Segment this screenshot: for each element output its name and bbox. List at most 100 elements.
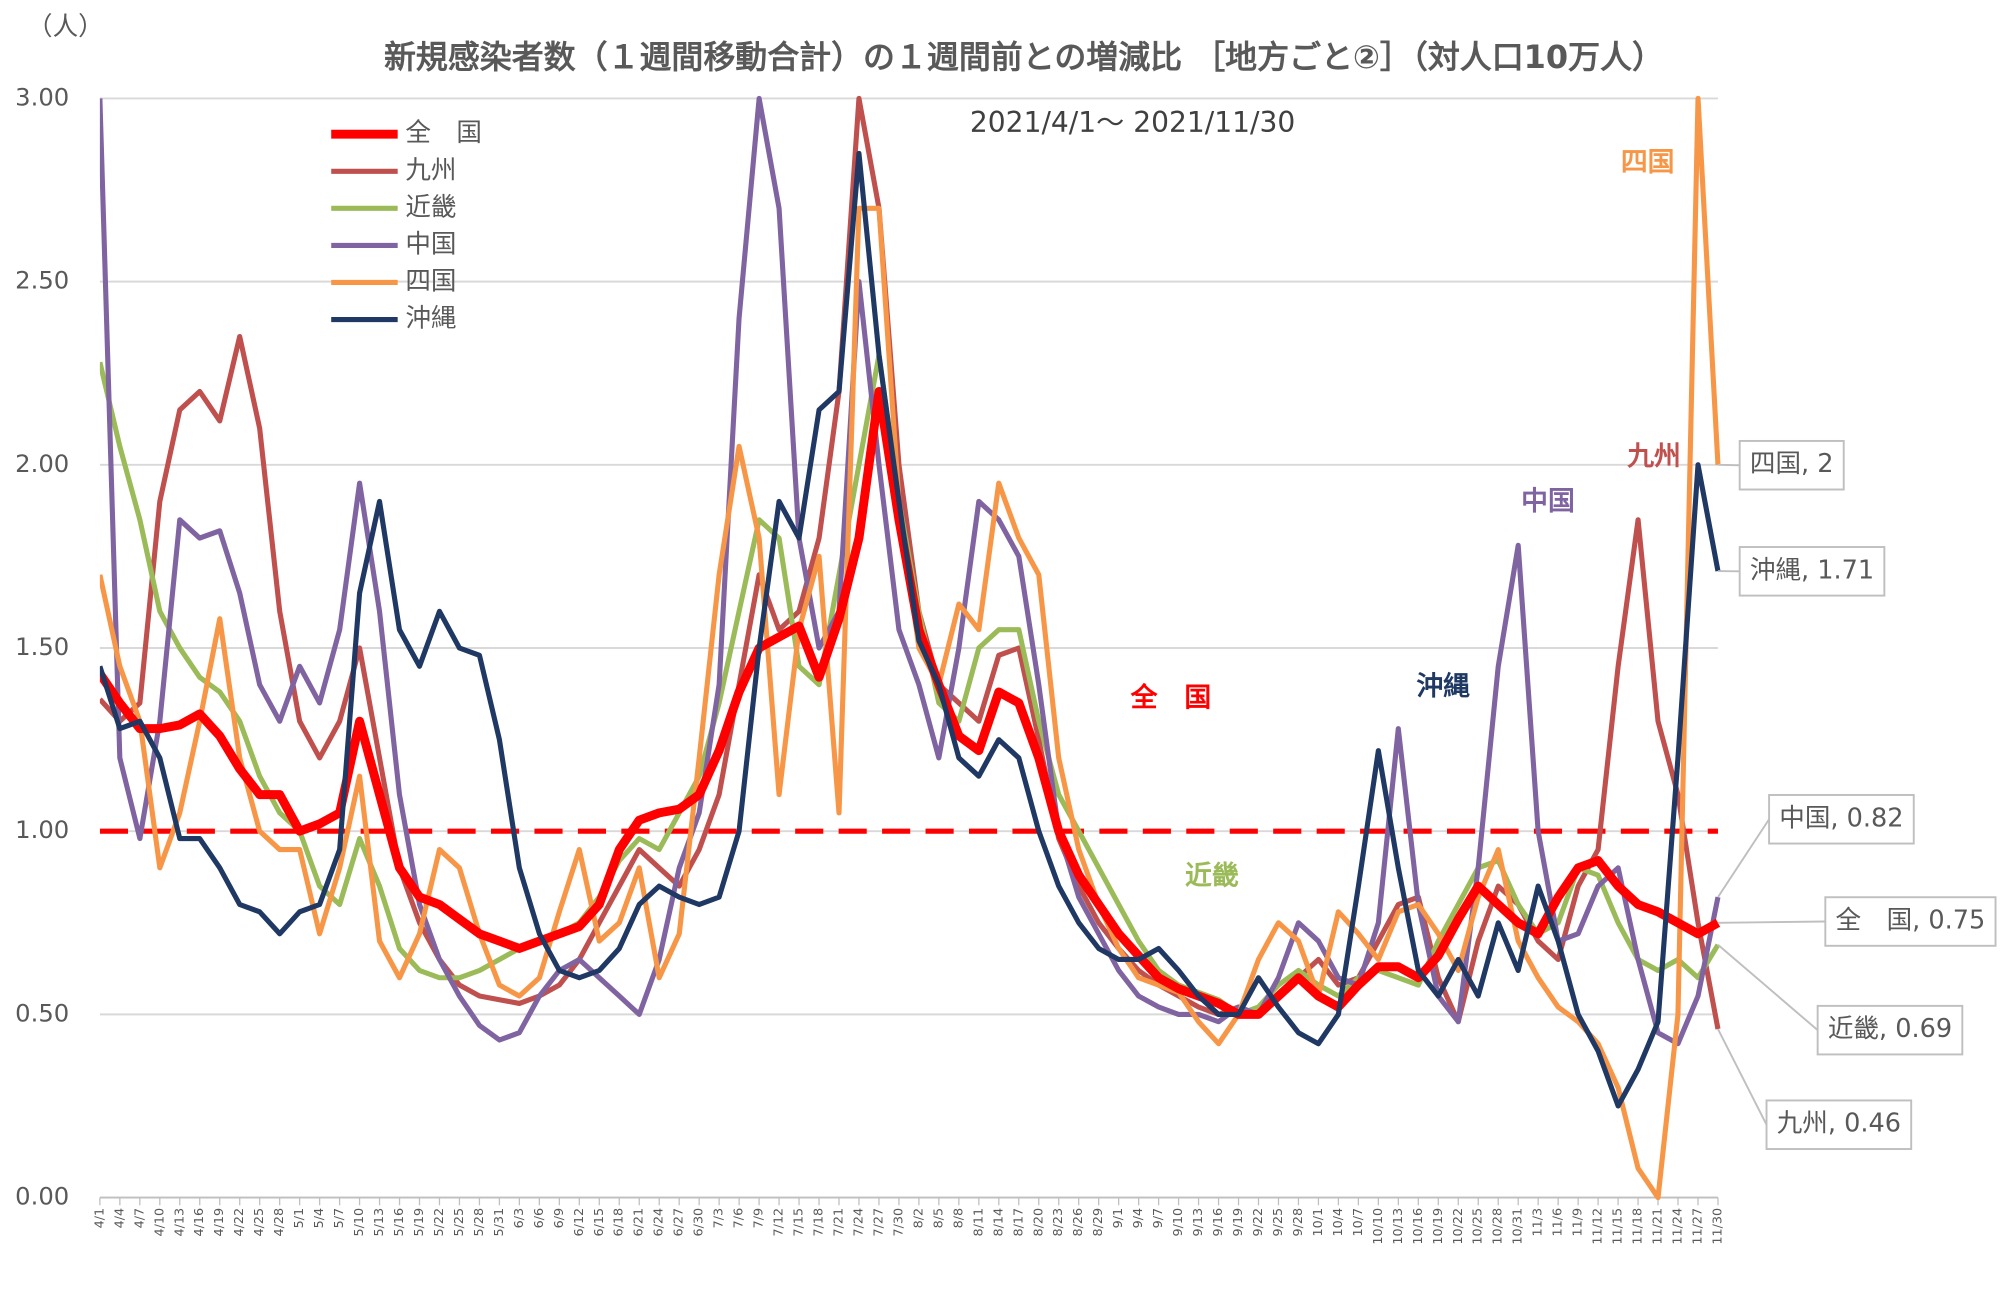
x-tick-label: 8/23 xyxy=(1051,1208,1066,1237)
legend-label: 近畿 xyxy=(405,192,456,222)
x-tick-label: 7/18 xyxy=(812,1208,827,1237)
x-tick-label: 10/22 xyxy=(1451,1208,1466,1245)
end-label: 九州, 0.46 xyxy=(1717,1028,1913,1150)
leader-line xyxy=(1717,818,1770,898)
x-tick-label: 5/7 xyxy=(332,1208,347,1229)
x-tick-label: 10/31 xyxy=(1511,1208,1526,1245)
x-tick-label: 6/9 xyxy=(552,1208,567,1229)
x-tick-label: 8/14 xyxy=(991,1208,1006,1237)
y-tick-label: 2.50 xyxy=(15,266,69,295)
x-tick-label: 6/3 xyxy=(512,1208,527,1229)
x-tick-label: 8/11 xyxy=(971,1208,986,1237)
x-tick-label: 9/22 xyxy=(1251,1208,1266,1237)
x-tick-label: 11/18 xyxy=(1631,1208,1646,1245)
x-tick-label: 11/30 xyxy=(1710,1208,1725,1245)
y-tick-label: 0.00 xyxy=(15,1182,69,1211)
leader-line xyxy=(1717,1028,1768,1126)
leader-line xyxy=(1717,920,1826,924)
x-tick-label: 5/22 xyxy=(432,1208,447,1237)
end-label-box xyxy=(1824,896,1997,947)
y-tick-label: 1.50 xyxy=(15,632,69,661)
x-tick-label: 9/7 xyxy=(1151,1208,1166,1229)
end-label-box xyxy=(1738,439,1845,491)
x-tick-label: 10/1 xyxy=(1311,1208,1326,1237)
x-tick-label: 9/25 xyxy=(1271,1208,1286,1237)
x-tick-label: 7/21 xyxy=(832,1208,847,1237)
x-tick-label: 8/8 xyxy=(951,1208,966,1229)
x-tick-label: 9/19 xyxy=(1231,1208,1246,1237)
x-tick-label: 6/24 xyxy=(652,1208,667,1237)
end-label-text: 四国, 2 xyxy=(1750,449,1834,479)
grid: 0.00 0.50 1.00 1.50 2.00 2.50 3.00 4/1 4/4 4/7 4/1… xyxy=(15,82,1725,1244)
x-tick-label: 7/12 xyxy=(772,1208,787,1237)
x-tick-label: 7/6 xyxy=(732,1208,747,1229)
x-tick-label: 6/18 xyxy=(612,1208,627,1237)
x-tick-label: 11/6 xyxy=(1551,1208,1566,1237)
x-tick-label: 10/19 xyxy=(1431,1208,1446,1245)
end-label: 沖縄, 1.71 xyxy=(1717,546,1886,597)
end-label-text: 全 国, 0.75 xyxy=(1836,906,1986,936)
x-tick-label: 5/19 xyxy=(412,1208,427,1237)
x-tick-label: 10/7 xyxy=(1351,1208,1366,1237)
x-tick-label: 6/6 xyxy=(532,1208,547,1229)
x-tick-label: 4/28 xyxy=(272,1208,287,1237)
end-label-text: 九州, 0.46 xyxy=(1777,1109,1901,1139)
x-tick-label: 7/15 xyxy=(792,1208,807,1237)
end-label-text: 沖縄, 1.71 xyxy=(1750,555,1874,585)
x-tick-label: 11/12 xyxy=(1591,1208,1606,1245)
x-tick-label: 10/13 xyxy=(1391,1208,1406,1245)
x-tick-label: 11/27 xyxy=(1690,1208,1705,1245)
y-tick-label: 2.00 xyxy=(15,449,69,478)
x-tick-label: 5/16 xyxy=(392,1208,407,1237)
end-label: 四国, 2 xyxy=(1717,439,1845,491)
x-tick-label: 4/10 xyxy=(152,1208,167,1237)
y-tick-label: 0.50 xyxy=(15,998,69,1027)
y-tick-label: 1.00 xyxy=(15,815,69,844)
y-unit: （人） xyxy=(27,12,104,42)
x-tick-label: 8/17 xyxy=(1011,1208,1026,1237)
x-tick-label: 10/16 xyxy=(1411,1208,1426,1245)
x-tick-label: 4/19 xyxy=(212,1208,227,1237)
annotation: 沖縄 xyxy=(1416,671,1470,702)
x-tick-label: 9/10 xyxy=(1171,1208,1186,1237)
x-tick-label: 6/12 xyxy=(572,1208,587,1237)
x-tick-label: 10/25 xyxy=(1471,1208,1486,1245)
x-tick-label: 4/25 xyxy=(252,1208,267,1237)
chart-title: 新規感染者数（１週間移動合計）の１週間前との増減比 ［地方ごと②］（対人口10万… xyxy=(384,38,1664,76)
x-tick-label: 7/3 xyxy=(712,1208,727,1229)
x-tick-label: 9/1 xyxy=(1111,1208,1126,1229)
x-tick-label: 5/25 xyxy=(452,1208,467,1237)
x-tick-label: 4/13 xyxy=(172,1208,187,1237)
end-label: 全 国, 0.75 xyxy=(1717,896,1997,947)
x-tick-label: 4/7 xyxy=(132,1208,147,1229)
x-tick-label: 9/4 xyxy=(1131,1208,1146,1229)
legend-label: 四国 xyxy=(405,266,456,296)
x-tick-label: 8/29 xyxy=(1091,1208,1106,1237)
annotation: 全 国 xyxy=(1130,682,1211,714)
x-tick-label: 11/24 xyxy=(1671,1208,1686,1245)
annotation: 九州 xyxy=(1627,441,1681,472)
end-label-box xyxy=(1738,546,1886,597)
legend-label: 中国 xyxy=(405,229,456,259)
x-tick-label: 7/27 xyxy=(871,1208,886,1237)
annotation: 中国 xyxy=(1521,486,1575,517)
x-tick-label: 4/16 xyxy=(192,1208,207,1237)
legend-label: 全 国 xyxy=(405,118,482,148)
x-tick-label: 10/10 xyxy=(1371,1208,1386,1245)
x-tick-label: 5/1 xyxy=(292,1208,307,1229)
end-label-text: 中国, 0.82 xyxy=(1779,803,1903,833)
x-tick-label: 7/24 xyxy=(851,1208,866,1237)
end-label-box xyxy=(1816,1004,1964,1056)
x-tick-label: 8/26 xyxy=(1071,1208,1086,1237)
x-tick-label: 8/20 xyxy=(1031,1208,1046,1237)
end-label: 近畿, 0.69 xyxy=(1717,944,1964,1056)
x-tick-label: 5/28 xyxy=(472,1208,487,1237)
x-tick-label: 4/4 xyxy=(112,1208,127,1229)
legend-label: 九州 xyxy=(405,155,456,185)
chart-subtitle: 2021/4/1～ 2021/11/30 xyxy=(970,106,1295,139)
x-tick-label: 8/5 xyxy=(931,1208,946,1229)
end-label-box xyxy=(1765,1099,1913,1150)
